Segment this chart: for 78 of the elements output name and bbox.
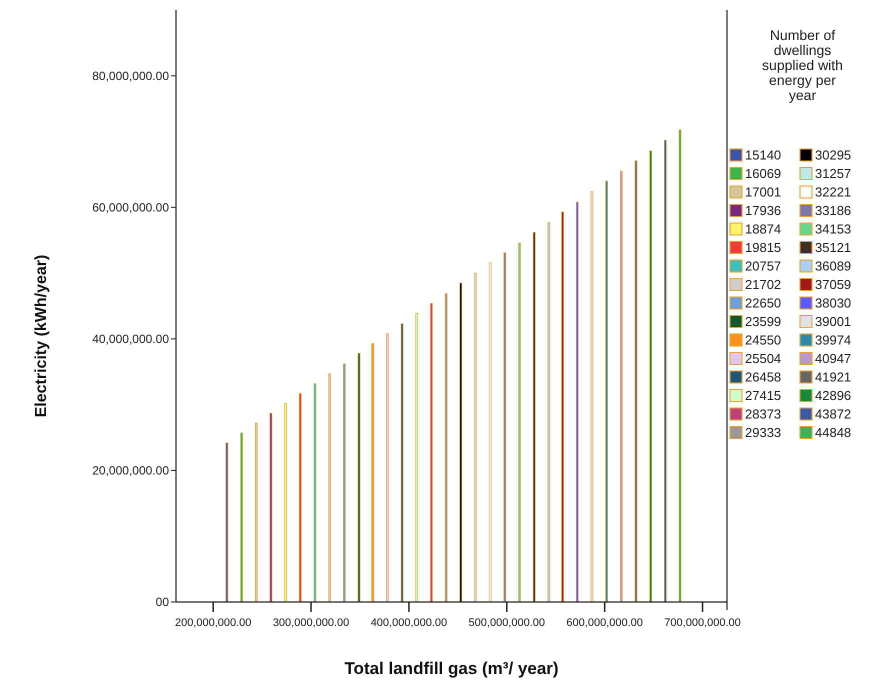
bar (415, 312, 418, 602)
bar (532, 232, 536, 602)
legend-label: 39974 (815, 332, 852, 348)
legend-title: Number of dwellings supplied with energy per year (762, 27, 843, 103)
bar (576, 202, 579, 602)
y-tick-label: 40,000,000.00 (92, 332, 170, 346)
legend-label: 35121 (815, 240, 852, 256)
legend-label: 16069 (745, 166, 782, 182)
x-tick-label: 500,000,000.00 (468, 617, 546, 629)
legend-label: 32221 (815, 184, 852, 200)
bar (518, 242, 521, 602)
bar (605, 180, 608, 602)
bar (343, 364, 346, 602)
bar (226, 442, 228, 602)
legend-label: 30295 (815, 148, 852, 163)
legend-label: 23599 (745, 314, 782, 330)
legend-label: 38030 (815, 296, 852, 311)
x-axis-title: Total landfill gas (m³/ year) (344, 659, 559, 678)
bar (240, 432, 243, 602)
legend-label: 21702 (745, 277, 782, 292)
legend-label: 29333 (745, 425, 782, 440)
legend-label: 40947 (815, 351, 852, 366)
bar (474, 272, 477, 602)
bar (561, 212, 564, 602)
legend-label: 39001 (815, 314, 852, 330)
bar (270, 412, 272, 602)
bar (460, 282, 462, 602)
bar (314, 383, 316, 602)
y-axis-title: Electricity (kWh/year) (33, 254, 50, 418)
legend-label: 41921 (815, 370, 852, 385)
bar (400, 323, 404, 602)
x-tick-label: 700,000,000.00 (664, 617, 741, 629)
y-tick-label: 80,000,000.00 (92, 68, 170, 83)
bar (386, 333, 389, 602)
legend-label: 28373 (745, 406, 782, 422)
x-tick-label: 300,000,000.00 (272, 617, 350, 629)
x-tick-label: 600,000,000.00 (566, 617, 643, 629)
bar (430, 303, 433, 602)
bar (590, 191, 594, 602)
legend-label: 15140 (745, 148, 782, 163)
legend-label: 42896 (815, 388, 852, 404)
bar (284, 403, 287, 602)
bar (298, 393, 302, 602)
x-tick-label: 200,000,000.00 (174, 617, 252, 629)
legend-label: 24550 (745, 332, 782, 348)
y-tick-label: 00 (156, 595, 170, 610)
bar (504, 252, 506, 602)
legend-label: 37059 (815, 277, 852, 292)
y-tick-label: 20,000,000.00 (92, 464, 170, 478)
bar (328, 373, 331, 602)
legend-label: 19815 (745, 240, 782, 256)
bar (371, 343, 374, 602)
legend-label: 44848 (815, 425, 852, 440)
bar (358, 353, 360, 602)
legend-label: 18874 (745, 222, 782, 237)
legend-label: 43872 (815, 406, 852, 422)
legend-label: 20757 (745, 258, 782, 274)
bar (488, 262, 492, 602)
legend-label: 33186 (815, 203, 852, 218)
legend-label: 34153 (815, 222, 852, 237)
legend-label: 22650 (745, 296, 782, 311)
bar (664, 140, 667, 602)
bar (254, 422, 258, 602)
legend-label: 27415 (745, 388, 782, 404)
y-tick-label: 60,000,000.00 (92, 200, 170, 215)
x-tick-label: 400,000,000.00 (370, 617, 448, 629)
bar (678, 129, 682, 602)
bar (620, 170, 623, 602)
legend-label: 17001 (745, 184, 782, 200)
bar (548, 222, 550, 602)
legend-label: 36089 (815, 258, 852, 274)
legend-label: 31257 (815, 166, 852, 182)
legend-label: 26458 (745, 370, 782, 385)
legend-label: 25504 (745, 351, 782, 366)
bar (649, 150, 652, 602)
bar (444, 293, 448, 602)
legend-label: 17936 (745, 203, 782, 218)
bar (634, 160, 638, 602)
